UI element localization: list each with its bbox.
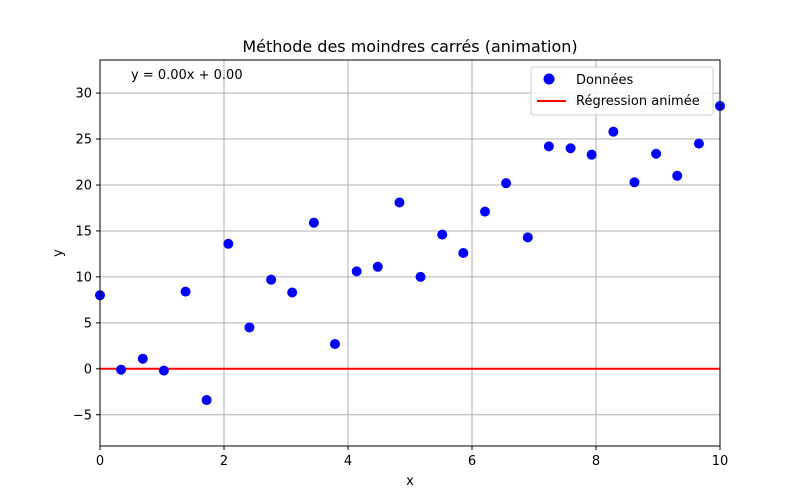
axes-frame [99,59,721,447]
plot-area [95,100,725,406]
chart-title: Méthode des moindres carrés (animation) [242,37,577,56]
data-point [244,322,255,333]
y-tick-label: 30 [75,87,92,102]
data-point [372,261,383,272]
data-point [672,170,683,181]
grid [99,60,721,446]
data-point [137,353,148,364]
y-axis-ticks: −5 0 5 10 15 20 25 30 [73,87,100,423]
data-point [480,206,491,217]
legend-box [530,66,714,116]
legend: Données Régression animée [530,66,714,116]
data-point [586,149,597,160]
data-point [501,178,512,189]
data-point [158,365,169,376]
data-points-layer [95,100,725,406]
y-tick-label: 20 [75,178,92,193]
legend-label-regression: Régression animée [576,94,700,109]
x-tick-label: 6 [468,454,476,469]
y-tick-label: 10 [75,270,92,285]
data-point [180,286,191,297]
x-tick-label: 8 [592,454,600,469]
data-point [223,238,234,249]
y-tick-label: 15 [75,224,92,239]
data-point [543,141,554,152]
data-point [458,248,469,258]
x-tick-label: 10 [712,454,729,469]
data-point [565,143,576,154]
equation-annotation: y = 0.00x + 0.00 [131,68,243,83]
legend-label-donnees: Données [576,73,633,88]
data-point [116,364,127,375]
data-point [351,266,362,277]
data-point [201,395,212,406]
data-point [522,232,533,243]
data-point [437,229,448,240]
y-tick-label: 0 [84,362,92,377]
x-tick-label: 2 [220,454,228,469]
data-point [693,138,704,149]
data-point [287,287,298,298]
x-tick-label: 0 [96,454,104,469]
data-point [629,177,640,188]
data-point [329,338,340,349]
x-axis-label: x [406,474,414,489]
data-point [308,217,319,228]
y-tick-label: −5 [73,408,92,423]
legend-marker-donnees [543,73,555,85]
y-tick-label: 5 [84,316,92,331]
x-axis-ticks: 0 2 4 6 8 10 [96,446,728,469]
y-tick-label: 25 [75,133,92,148]
data-point [651,148,662,159]
data-point [415,271,426,282]
data-point [394,197,405,208]
x-tick-label: 4 [344,454,352,469]
y-axis-label: y [51,249,66,257]
data-point [608,126,619,137]
data-point [266,274,277,285]
